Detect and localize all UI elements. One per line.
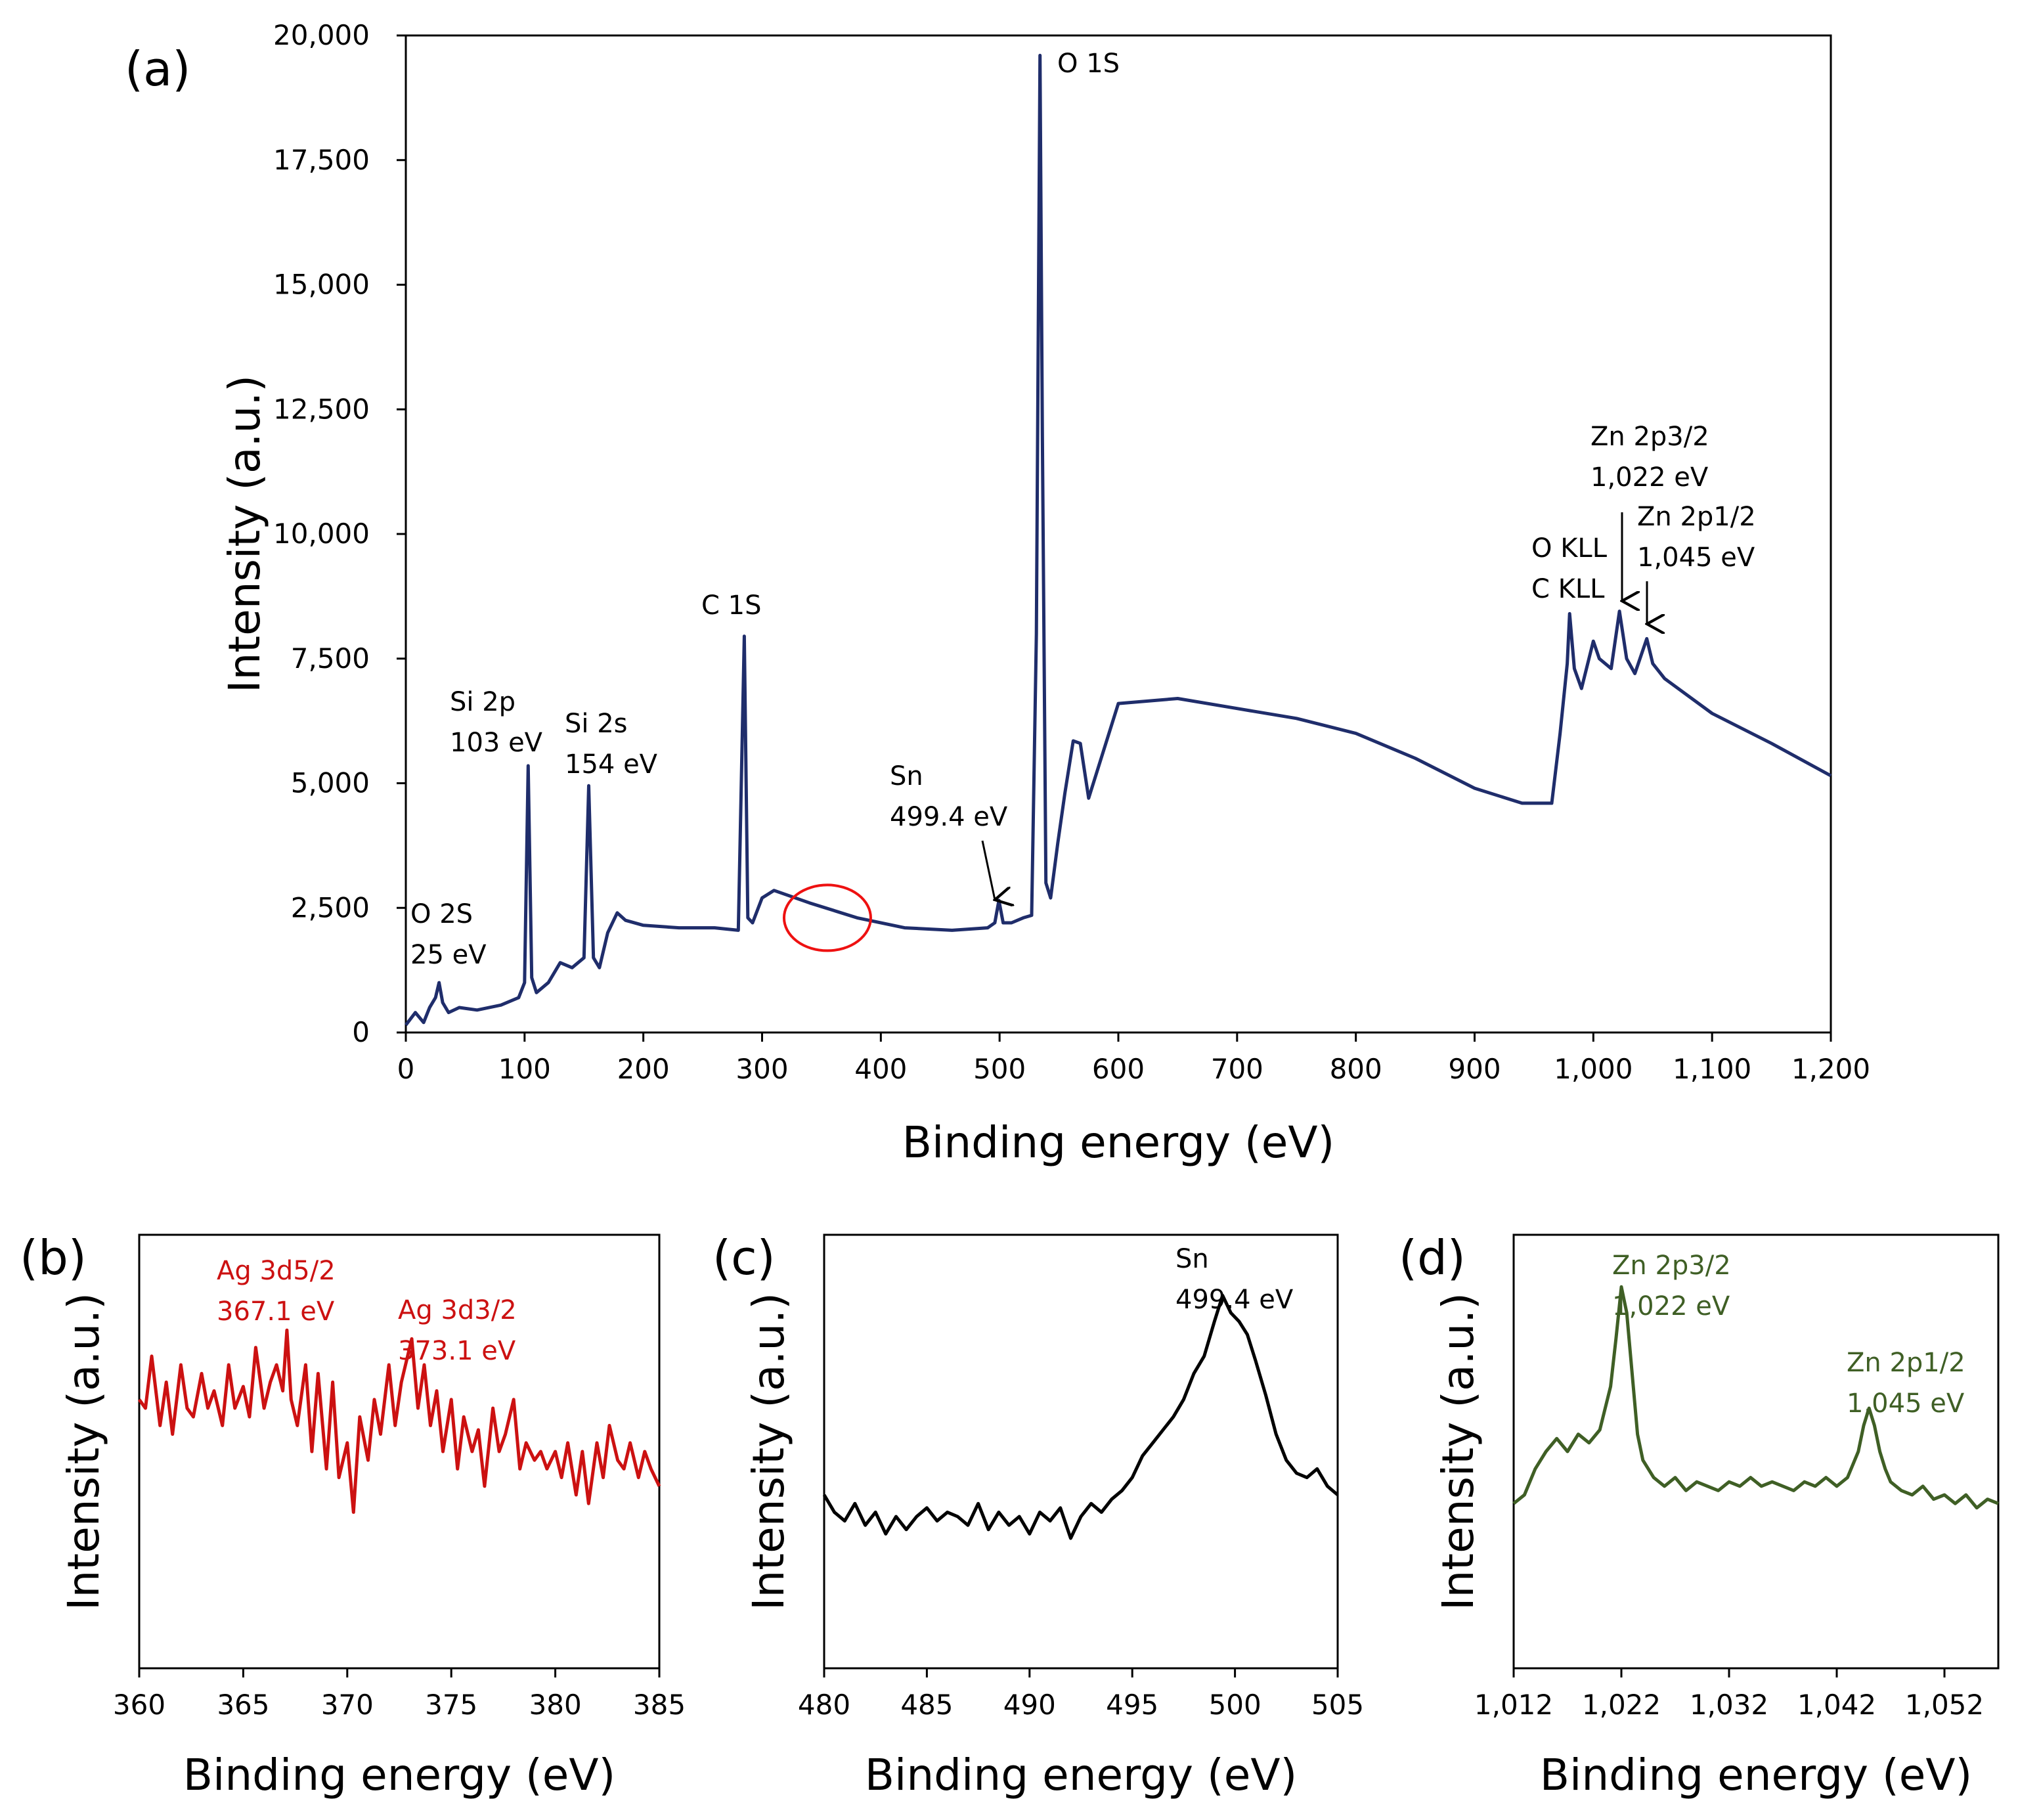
series-line (822, 1293, 1339, 1540)
x-tick-label: 1,032 (1690, 1689, 1768, 1721)
x-axis-title: Binding energy (eV) (183, 1750, 616, 1800)
y-axis-title: Intensity (a.u.) (58, 1293, 109, 1610)
y-tick-label: 2,500 (291, 891, 370, 923)
annotation-label: 1,022 eV (1612, 1291, 1730, 1321)
annotation-label: Zn 2p1/2 (1637, 502, 1756, 532)
annotation-label: 1,022 eV (1590, 462, 1709, 493)
annotation-label: 154 eV (565, 749, 658, 780)
x-tick-label: 505 (1311, 1689, 1364, 1721)
x-tick-label: 1,022 (1582, 1689, 1661, 1721)
x-tick-label: 1,052 (1905, 1689, 1984, 1721)
x-tick-label: 1,012 (1474, 1689, 1553, 1721)
annotation-label: 103 eV (450, 728, 543, 758)
x-tick-label: 375 (425, 1689, 477, 1721)
x-tick-label: 1,100 (1673, 1053, 1751, 1085)
annotation-label: 1,045 eV (1637, 543, 1755, 573)
x-axis-title: Binding energy (eV) (865, 1750, 1298, 1800)
annotation-label: Si 2p (450, 687, 515, 717)
annotation-label: C KLL (1531, 574, 1605, 604)
y-tick-label: 10,000 (273, 518, 370, 550)
x-tick-label: 600 (1092, 1053, 1145, 1085)
x-tick-label: 1,000 (1554, 1053, 1633, 1085)
x-tick-label: 480 (798, 1689, 850, 1721)
x-tick-label: 485 (900, 1689, 953, 1721)
annotation-label: O 1S (1057, 49, 1120, 79)
x-tick-label: 200 (617, 1053, 670, 1085)
x-tick-label: 490 (1003, 1689, 1056, 1721)
annotation-label: Zn 2p1/2 (1847, 1348, 1965, 1378)
annotation-label: Si 2s (565, 709, 628, 739)
annotation-label: Sn (1175, 1244, 1209, 1274)
x-tick-label: 900 (1448, 1053, 1501, 1085)
y-tick-label: 17,500 (273, 144, 370, 176)
panel-letter: (d) (1399, 1230, 1466, 1285)
annotation-label: 367.1 eV (217, 1297, 335, 1327)
annotation-label: O 2S (410, 899, 473, 929)
panel-d: (d) 1,012 1,022 1,032 1,042 1,052 Binding ener… (1399, 1230, 2000, 1800)
annotation-label: 25 eV (410, 940, 487, 970)
y-tick-label: 0 (352, 1016, 370, 1048)
plot-frame (138, 1233, 661, 1670)
y-tick-label: 15,000 (273, 269, 370, 301)
plot-frame (405, 34, 1832, 1034)
y-tick-label: 12,500 (273, 393, 370, 425)
annotation-label: Ag 3d5/2 (217, 1256, 336, 1286)
annotation-label: Sn (890, 761, 923, 791)
y-axis-title: Intensity (a.u.) (743, 1293, 794, 1610)
x-tick-label: 500 (1209, 1689, 1261, 1721)
annotation-label: 499.4 eV (890, 802, 1008, 832)
annotation-label: Ag 3d3/2 (398, 1295, 517, 1325)
annotation-label: Zn 2p3/2 (1612, 1251, 1731, 1281)
x-tick-label: 300 (735, 1053, 788, 1085)
y-tick-label: 5,000 (291, 767, 370, 799)
y-tick-label: 7,500 (291, 642, 370, 675)
panel-letter: (c) (713, 1230, 776, 1285)
x-tick-label: 360 (113, 1689, 165, 1721)
x-tick-label: 1,042 (1797, 1689, 1876, 1721)
x-tick-label: 365 (217, 1689, 269, 1721)
x-tick-label: 0 (397, 1053, 415, 1085)
series-line (137, 1328, 661, 1514)
x-tick-label: 400 (854, 1053, 907, 1085)
annotation-label: O KLL (1531, 533, 1608, 564)
y-axis-title: Intensity (a.u.) (1433, 1293, 1483, 1610)
annotation-label: Zn 2p3/2 (1590, 422, 1709, 452)
plot-frame (823, 1233, 1339, 1670)
x-tick-label: 1,200 (1791, 1053, 1870, 1085)
x-tick-label: 495 (1106, 1689, 1158, 1721)
x-tick-label: 100 (498, 1053, 551, 1085)
x-axis-title: Binding energy (eV) (902, 1117, 1335, 1168)
annotation-label: 1,045 eV (1847, 1388, 1965, 1419)
y-tick-label: 20,000 (273, 19, 370, 51)
panel-c: (c) 480 485 490 495 500 505 Binding energy (eV)… (713, 1230, 1364, 1800)
plot-frame (1512, 1233, 2000, 1670)
annotation-label: C 1S (701, 590, 761, 621)
series-line (405, 53, 1832, 1027)
panel-letter: (a) (125, 41, 190, 97)
x-tick-label: 500 (973, 1053, 1026, 1085)
x-axis-title: Binding energy (eV) (1540, 1750, 1973, 1800)
x-tick-label: 380 (529, 1689, 582, 1721)
annotation-label: 373.1 eV (398, 1336, 516, 1366)
y-axis-title: Intensity (a.u.) (219, 375, 270, 693)
annotation-label: 499.4 eV (1175, 1285, 1294, 1315)
x-tick-label: 385 (633, 1689, 686, 1721)
series-line (1512, 1285, 1999, 1510)
panel-b: (b) 360 365 370 375 380 385 Binding energy (eV)… (20, 1230, 686, 1800)
panel-letter: (b) (20, 1230, 87, 1285)
x-tick-label: 700 (1211, 1053, 1263, 1085)
x-tick-label: 370 (321, 1689, 374, 1721)
x-tick-label: 800 (1330, 1053, 1382, 1085)
highlight-ellipse (782, 883, 872, 952)
panel-a: (a) 0 100 200 300 400 500 600 700 800 900 1,000 1,10… (125, 19, 1870, 1168)
annotation-arrow (981, 840, 995, 900)
